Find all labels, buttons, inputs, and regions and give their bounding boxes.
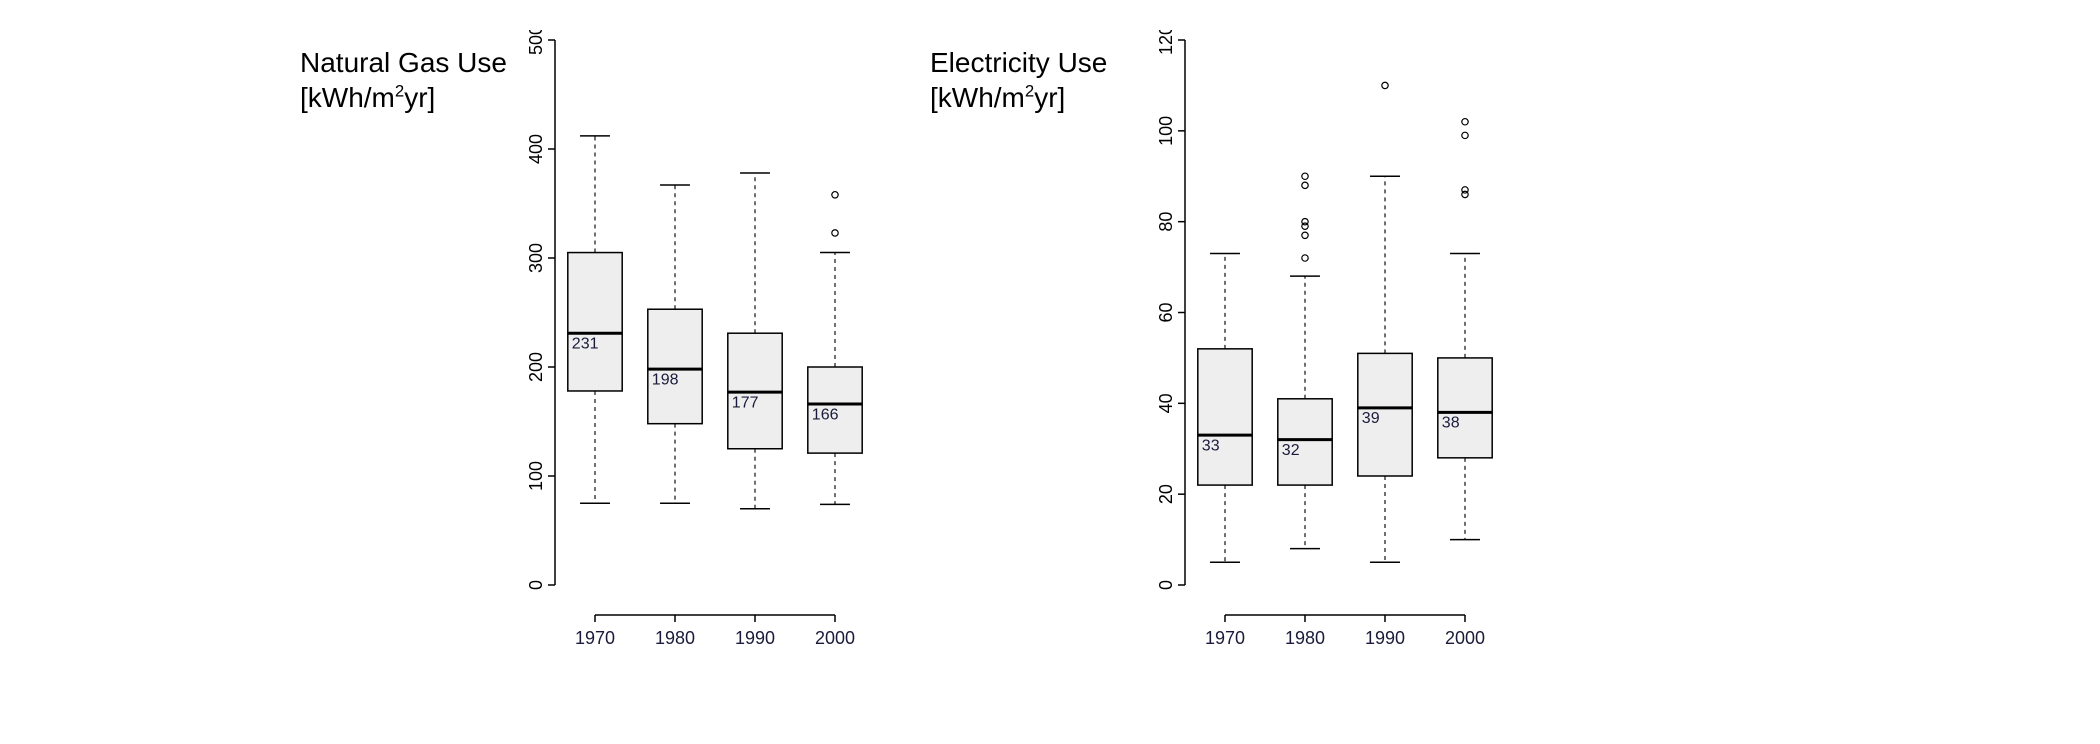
y-tick-label: 20 <box>1156 484 1176 504</box>
median-label: 38 <box>1442 415 1460 432</box>
y-tick-label: 100 <box>526 461 546 491</box>
y-tick-label: 80 <box>1156 212 1176 232</box>
y-tick-label: 300 <box>526 243 546 273</box>
median-label: 166 <box>812 406 839 423</box>
panel-title-gas: Natural Gas Use[kWh/m2yr] <box>300 45 507 115</box>
y-tick-label: 400 <box>526 134 546 164</box>
x-tick-label: 1970 <box>1205 628 1245 648</box>
y-tick-label: 0 <box>526 580 546 590</box>
panel-title-line1: Natural Gas Use <box>300 45 507 80</box>
median-label: 32 <box>1282 442 1300 459</box>
median-label: 231 <box>572 335 599 352</box>
panel-title-elec: Electricity Use[kWh/m2yr] <box>930 45 1107 115</box>
y-tick-label: 40 <box>1156 393 1176 413</box>
x-tick-label: 2000 <box>815 628 855 648</box>
x-tick-label: 1980 <box>655 628 695 648</box>
y-tick-label: 200 <box>526 352 546 382</box>
y-tick-label: 100 <box>1156 116 1176 146</box>
x-tick-label: 2000 <box>1445 628 1485 648</box>
median-label: 39 <box>1362 410 1380 427</box>
panel-title-line1: Electricity Use <box>930 45 1107 80</box>
x-tick-label: 1980 <box>1285 628 1325 648</box>
panel-title-line2: [kWh/m2yr] <box>300 80 507 115</box>
x-tick-label: 1990 <box>735 628 775 648</box>
panel-title-line2: [kWh/m2yr] <box>930 80 1107 115</box>
y-tick-label: 120 <box>1156 30 1176 55</box>
median-label: 198 <box>652 371 679 388</box>
y-tick-label: 60 <box>1156 302 1176 322</box>
median-label: 33 <box>1202 437 1220 454</box>
boxplot-elec: 0 20 40 60 80 100 120 1970 1980 1990 2000 33 32 39 38 <box>1125 30 1525 670</box>
figure-stage: Natural Gas Use[kWh/m2yr]010020030040050… <box>0 0 2100 744</box>
boxplot-gas: 0 100 200 300 400 500 1970 1980 1990 2000 231 198 17… <box>495 30 895 670</box>
x-tick-label: 1970 <box>575 628 615 648</box>
x-tick-label: 1990 <box>1365 628 1405 648</box>
median-label: 177 <box>732 394 759 411</box>
y-tick-label: 0 <box>1156 580 1176 590</box>
y-tick-label: 500 <box>526 30 546 55</box>
